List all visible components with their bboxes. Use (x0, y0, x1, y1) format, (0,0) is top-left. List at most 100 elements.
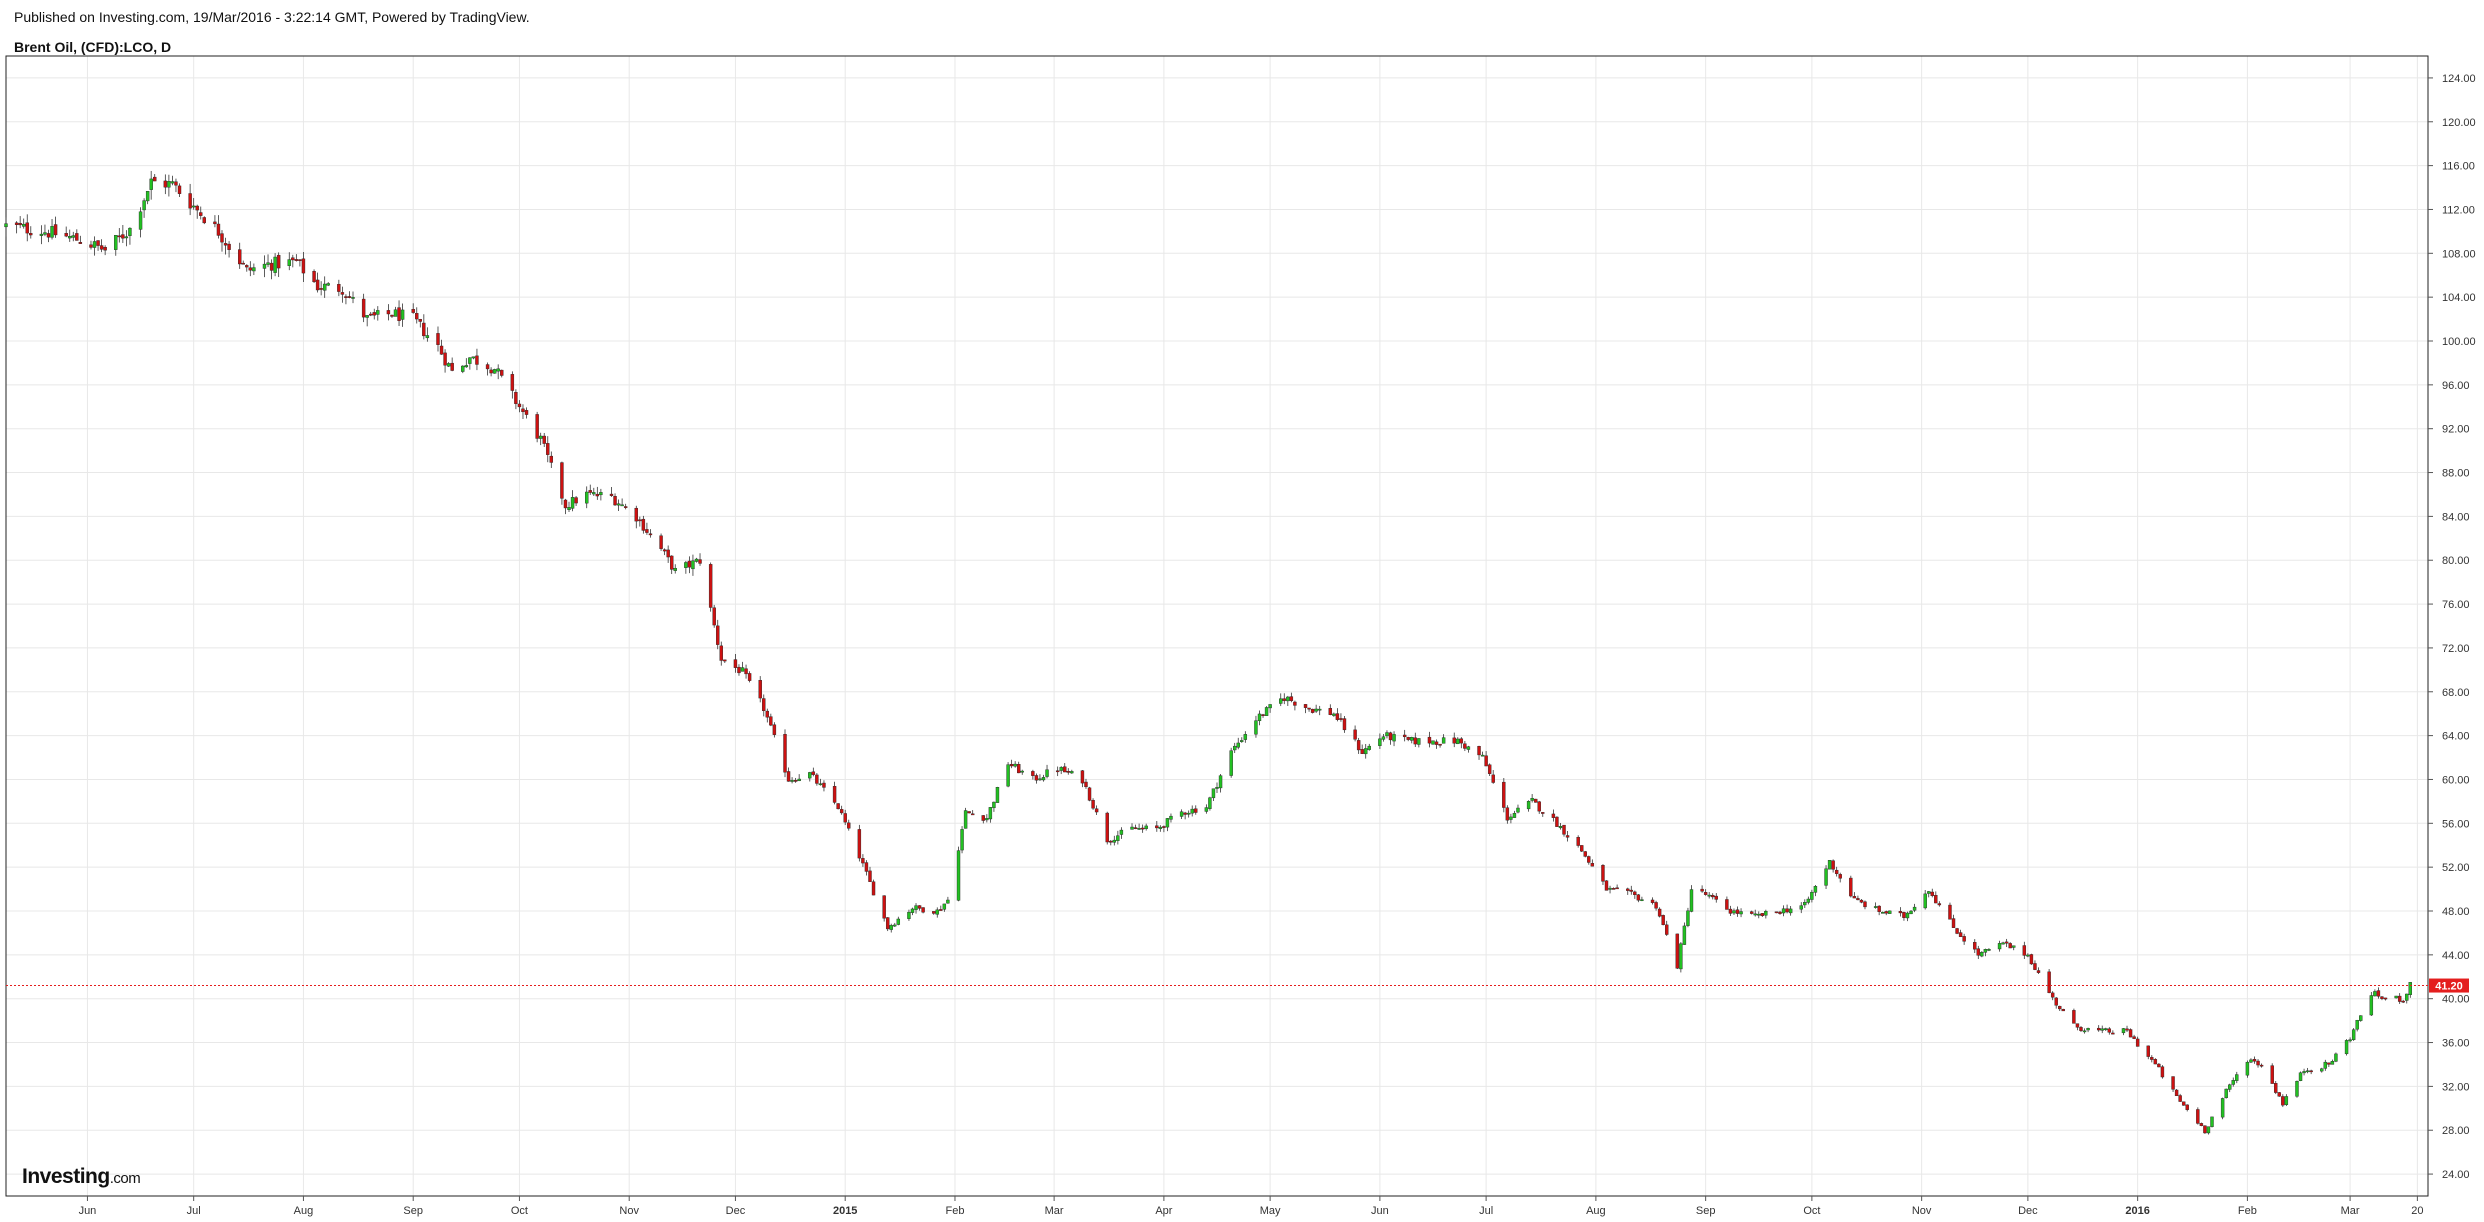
candle-body-down (2157, 1063, 2161, 1068)
candle-body-up (1006, 764, 1010, 787)
candle (1190, 805, 1194, 817)
candle-body-down (839, 809, 844, 814)
candle-body-down (1930, 891, 1934, 896)
candle-body-up (191, 205, 196, 208)
candle (592, 487, 596, 496)
candle-body-down (719, 645, 723, 661)
candle-body-up (2408, 982, 2412, 995)
candle-body-up (2295, 1080, 2299, 1097)
candle (1739, 908, 1743, 918)
candle (1799, 902, 1803, 914)
candle (22, 218, 26, 229)
candle-body-down (337, 283, 341, 292)
candle (361, 293, 366, 323)
candle-body-down (843, 813, 847, 823)
candle (2408, 982, 2412, 998)
candle-body-up (22, 223, 26, 227)
candle-body-up (252, 267, 256, 272)
x-tick-label: Dec (726, 1205, 746, 1217)
candle-body-down (2096, 1027, 2101, 1031)
candle-body-down (882, 895, 886, 919)
candle (301, 252, 306, 282)
candle-body-up (1526, 801, 1531, 810)
candle-body-up (471, 356, 476, 359)
candle-body-down (1958, 932, 1963, 937)
candle (471, 356, 476, 360)
candle-body-up (2369, 995, 2374, 1016)
candle-body-up (1233, 745, 1237, 751)
candle (1675, 933, 1680, 970)
candle (425, 327, 430, 342)
y-tick-label: 112.00 (2442, 204, 2475, 216)
candle-body-down (319, 288, 323, 290)
candle-body-down (1583, 851, 1587, 857)
candle-body-up (1268, 704, 1272, 709)
candle (2107, 1027, 2112, 1035)
candle (496, 364, 500, 380)
candle (39, 225, 44, 245)
x-tick-label: Mar (2341, 1205, 2360, 1217)
candle-body-down (2128, 1029, 2133, 1038)
candle (1233, 742, 1237, 754)
candle-body-up (1905, 912, 1910, 919)
candle (269, 259, 274, 280)
candle (2079, 1026, 2083, 1032)
candle (2047, 968, 2051, 994)
candle (2132, 1034, 2136, 1040)
candle (1055, 766, 1060, 777)
candle (684, 560, 688, 574)
candle-body-up (2228, 1084, 2232, 1090)
y-tick-label: 96.00 (2442, 380, 2470, 392)
candle (2096, 1025, 2101, 1032)
candle-body-up (2206, 1126, 2211, 1134)
candle (68, 229, 72, 242)
candle (1834, 866, 1839, 877)
candle (1661, 914, 1665, 926)
candle (2348, 1037, 2352, 1043)
candle-body-up (942, 903, 947, 910)
candle-body-up (570, 497, 575, 509)
candle-body-down (1307, 707, 1311, 710)
candle-body-up (1020, 770, 1024, 773)
candle (2397, 993, 2402, 1004)
candle (1080, 769, 1085, 788)
candle-body-up (2026, 954, 2030, 957)
x-tick-label: Feb (2238, 1205, 2257, 1217)
candle-body-up (1038, 778, 1042, 781)
candle-body-up (1813, 886, 1818, 893)
candle-body-down (1650, 899, 1655, 903)
candle-body-down (1831, 860, 1835, 870)
candle (96, 240, 100, 251)
candle-body-up (262, 263, 267, 269)
candle-body-down (2252, 1058, 2257, 1062)
candle (1257, 710, 1262, 726)
candle (648, 529, 653, 538)
candle (418, 318, 422, 328)
candle (241, 260, 245, 265)
candle-body-down (1629, 889, 1633, 892)
candle (1764, 909, 1768, 919)
candle (1580, 845, 1584, 853)
candle (1530, 794, 1534, 803)
candle-body-up (740, 667, 745, 672)
candle (273, 253, 277, 277)
candle-body-up (808, 772, 812, 779)
candle (1537, 800, 1541, 814)
candle (1831, 859, 1835, 873)
candle (1502, 778, 1506, 813)
candle (53, 216, 58, 238)
x-tick-label: Nov (619, 1205, 639, 1217)
candle (818, 778, 823, 786)
candle-body-up (2351, 1029, 2356, 1041)
candle-body-down (1406, 737, 1410, 740)
candle (1948, 902, 1952, 920)
candle (1781, 905, 1786, 917)
candle (1179, 809, 1184, 819)
x-tick-label: Feb (945, 1205, 964, 1217)
candle (167, 174, 171, 197)
candle-body-down (1562, 824, 1566, 835)
candle-body-up (2001, 942, 2005, 945)
candle-body-up (1509, 816, 1513, 820)
candle (227, 241, 231, 258)
